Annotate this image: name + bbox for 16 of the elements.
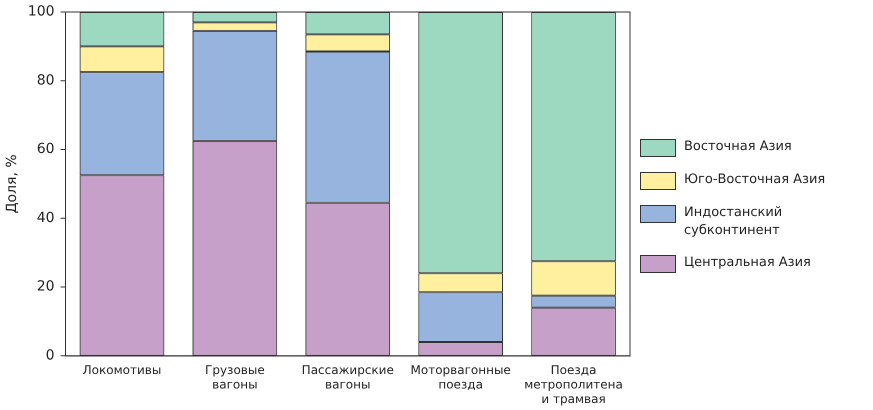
- y-tick-label: 100: [28, 4, 55, 20]
- y-tick-label: 60: [36, 141, 55, 158]
- x-tick-label: Грузовые вагоны: [205, 363, 265, 392]
- legend-label: Восточная Азия: [684, 138, 793, 156]
- x-tick-label: Моторвагонные поезда: [410, 363, 511, 392]
- y-axis-title: Доля, %: [4, 154, 20, 214]
- y-tick-label: 0: [46, 347, 55, 364]
- x-tick-label: Локомотивы: [82, 363, 162, 378]
- y-tick-label: 20: [36, 278, 55, 295]
- text: Центральная Азия: [684, 254, 812, 272]
- x-tick-label: Пассажирские вагоны: [302, 363, 394, 392]
- x-tick-label: Поезда метрополитена и трамвая: [524, 363, 623, 406]
- legend-label: Индостанский субконтинент: [684, 204, 784, 240]
- y-tick-label: 40: [36, 210, 55, 226]
- y-tick-label: 80: [36, 72, 55, 88]
- legend-label: Юго-Восточная Азия: [684, 170, 826, 188]
